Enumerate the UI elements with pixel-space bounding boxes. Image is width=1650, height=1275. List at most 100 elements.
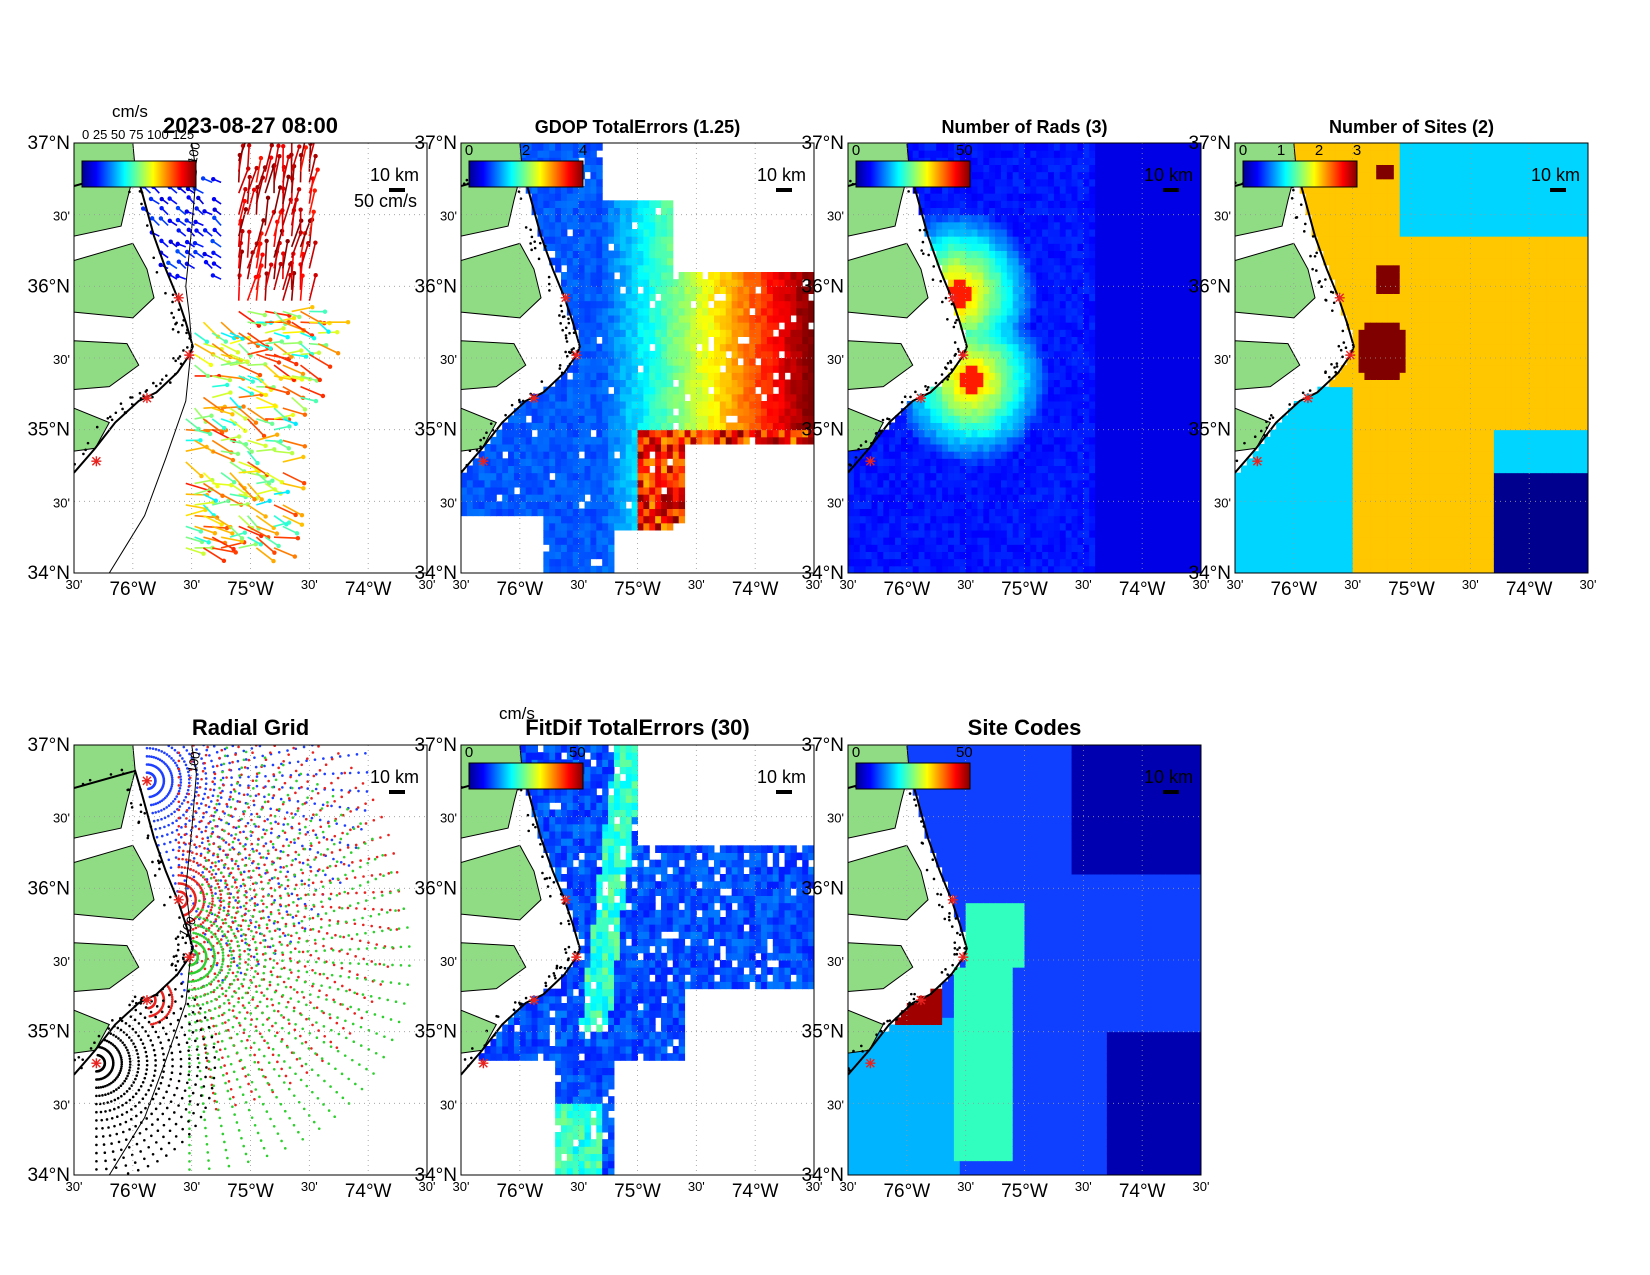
grid-cell: [936, 530, 943, 538]
grid-cell: [508, 458, 515, 466]
grid-cell: [1012, 429, 1020, 438]
current-vector: [273, 263, 282, 291]
grid-cell: [912, 537, 920, 545]
grid-cell: [1065, 408, 1073, 416]
grid-cell: [696, 415, 703, 423]
grid-cell: [1059, 336, 1067, 345]
grid-cell: [924, 515, 931, 524]
grid-cell: [1053, 243, 1061, 251]
grid-cell: [1077, 358, 1084, 366]
grid-cell: [977, 350, 984, 359]
grid-cell: [696, 365, 703, 373]
grid-cell: [649, 307, 656, 316]
grid-cell: [608, 236, 615, 244]
grid-cell: [965, 329, 973, 337]
grid-cell: [590, 157, 597, 165]
grid-cell: [1036, 214, 1043, 223]
grid-cell: [1036, 444, 1043, 452]
grid-cell: [977, 272, 984, 280]
grid-cell: [1071, 221, 1078, 230]
grid-cell: [619, 264, 627, 273]
grid-cell: [853, 508, 861, 517]
grid-cell: [631, 429, 638, 438]
grid-cell: [924, 429, 931, 438]
grid-cell: [755, 415, 762, 423]
grid-cell: [602, 300, 609, 309]
coast-dot: [170, 311, 173, 315]
grid-cell: [708, 365, 715, 373]
grid-cell: [1118, 365, 1126, 373]
grid-cell: [1095, 171, 1102, 180]
grid-cell: [1048, 479, 1055, 488]
grid-cell: [684, 336, 691, 345]
current-vector: [282, 385, 304, 399]
grid-cell: [578, 257, 586, 266]
grid-cell: [995, 243, 1002, 251]
grid-cell: [1024, 178, 1031, 187]
grid-cell: [678, 272, 686, 280]
grid-cell: [1018, 386, 1025, 395]
grid-cell: [1130, 408, 1137, 416]
grid-cell: [666, 214, 674, 223]
grid-cell: [578, 444, 586, 452]
grid-cell: [995, 508, 1002, 517]
grid-cell: [496, 429, 503, 438]
current-vector: [229, 407, 246, 420]
grid-cell: [543, 200, 550, 208]
grid-cell: [772, 272, 780, 280]
grid-cell: [918, 522, 925, 531]
grid-cell: [708, 329, 715, 337]
grid-cell: [1124, 264, 1131, 273]
vector-scale-label: 50 cm/s: [354, 191, 417, 211]
grid-cell: [1077, 379, 1084, 388]
lon-tick-label: 30': [806, 577, 823, 592]
grid-cell: [496, 508, 503, 517]
grid-cell: [696, 293, 703, 302]
grid-cell: [619, 422, 627, 431]
grid-cell: [906, 429, 914, 438]
current-vector: [247, 461, 268, 476]
grid-cell: [1053, 193, 1061, 201]
grid-cell: [596, 221, 603, 230]
grid-cell: [772, 307, 780, 316]
current-vector: [273, 353, 297, 365]
grid-cell: [649, 200, 656, 208]
grid-cell: [666, 494, 674, 502]
grid-cell: [613, 329, 621, 337]
site-marker: [528, 393, 539, 404]
current-vector: [203, 493, 217, 502]
grid-cell: [661, 272, 668, 280]
grid-cell: [666, 429, 674, 438]
grid-cell: [1048, 444, 1055, 452]
grid-cell: [942, 558, 949, 567]
grid-cell: [796, 436, 803, 445]
grid-cell: [549, 200, 556, 208]
grid-cell: [649, 286, 656, 294]
grid-cell: [1124, 250, 1131, 259]
grid-cell: [959, 372, 967, 380]
current-vector: [273, 536, 298, 540]
grid-cell: [1065, 272, 1073, 280]
grid-cell: [1071, 472, 1078, 481]
coastline: [461, 167, 581, 474]
grid-cell: [971, 178, 978, 187]
grid-cell: [519, 444, 527, 452]
grid-cell: [1130, 207, 1137, 216]
grid-cell: [989, 193, 996, 201]
grid-cell: [1042, 415, 1049, 423]
grid-cell: [608, 379, 615, 388]
grid-cell: [666, 343, 674, 352]
current-vector: [255, 220, 265, 248]
grid-cell: [713, 365, 721, 373]
grid-cell: [1112, 537, 1120, 545]
grid-cell: [578, 508, 586, 517]
grid-cell: [1089, 143, 1096, 151]
grid-cell: [566, 429, 574, 438]
grid-cell: [1071, 458, 1078, 466]
grid-cell: [584, 372, 591, 380]
grid-cell: [649, 501, 656, 509]
grid-cell: [1006, 293, 1014, 302]
grid-cell: [1065, 257, 1073, 266]
grid-cell: [1071, 143, 1078, 151]
grid-cell: [924, 537, 931, 545]
